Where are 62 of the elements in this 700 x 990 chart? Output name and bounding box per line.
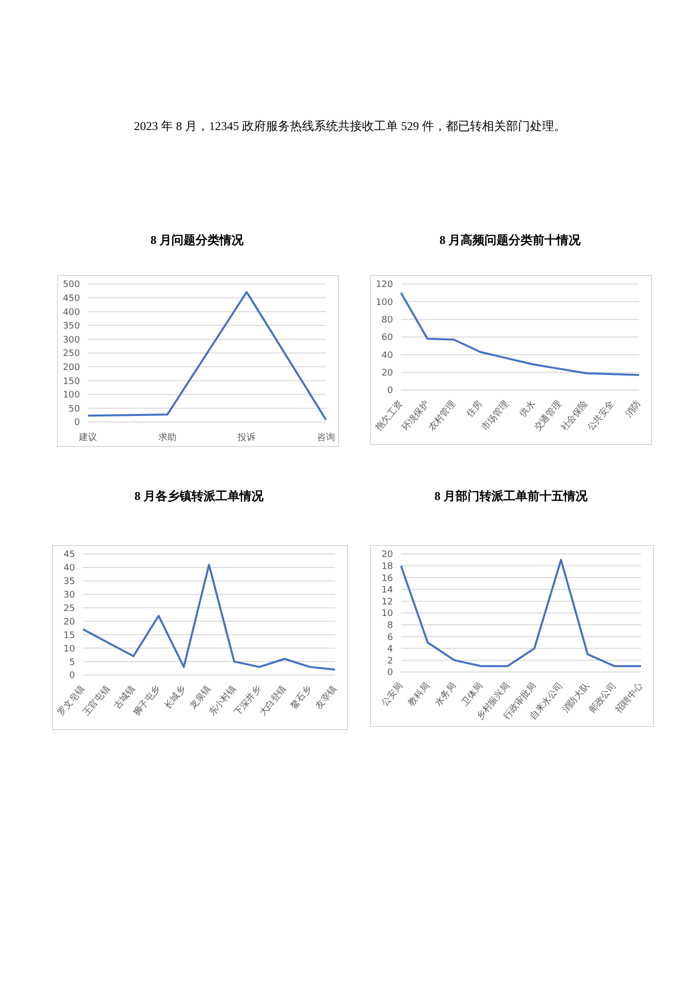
x-tick-label: 长城乡 <box>162 683 188 712</box>
y-tick-label: 200 <box>62 362 80 373</box>
y-tick-label: 12 <box>382 597 393 608</box>
text: 2023 年 8 月，12345 政府服务热线系统共接收工单 529 件，都已转相关部门处理。 <box>133 118 567 135</box>
y-tick-label: 45 <box>64 550 75 560</box>
y-tick-label: 2 <box>387 656 393 666</box>
x-tick-label: 投诉 <box>236 432 256 442</box>
chart-title: 8 月部门转派工单前十五情况 <box>434 488 588 505</box>
y-tick-label: 6 <box>387 632 394 643</box>
line-series <box>82 564 336 671</box>
y-tick-label: 80 <box>382 316 394 326</box>
y-tick-label: 0 <box>74 418 80 428</box>
x-tick-label: 建议 <box>78 432 97 442</box>
x-tick-label: 友宰镇 <box>313 683 340 712</box>
y-tick-label: 20 <box>64 617 76 628</box>
y-tick-label: 100 <box>376 298 394 308</box>
y-tick-label: 16 <box>382 574 394 584</box>
y-tick-label: 4 <box>387 644 394 655</box>
x-tick-label: 消防 <box>623 398 644 420</box>
x-tick-label: 求助 <box>158 432 176 442</box>
y-tick-label: 150 <box>62 376 80 387</box>
y-tick-label: 8 <box>387 620 394 631</box>
y-tick-label: 20 <box>382 550 394 560</box>
x-tick-label: 鳌石乡 <box>288 683 314 712</box>
y-tick-label: 5 <box>69 658 75 668</box>
line-series <box>400 558 642 668</box>
chart-title: 8 月各乡镇转派工单情况 <box>134 488 264 505</box>
y-tick-label: 50 <box>68 404 80 414</box>
y-tick-label: 250 <box>62 349 80 360</box>
y-tick-label: 300 <box>62 335 80 346</box>
x-tick-label: 公安局 <box>379 680 406 708</box>
y-tick-label: 10 <box>64 644 76 654</box>
x-tick-label: 水务局 <box>432 680 459 708</box>
y-tick-label: 20 <box>382 368 394 379</box>
y-tick-label: 14 <box>382 586 394 596</box>
y-tick-label: 0 <box>387 668 394 678</box>
y-tick-label: 0 <box>387 386 394 396</box>
y-tick-label: 25 <box>64 604 75 614</box>
y-tick-label: 120 <box>376 280 394 290</box>
x-tick-label: 供水 <box>517 398 538 420</box>
x-tick-label: 教科局 <box>406 680 432 708</box>
x-tick-label: 咨询 <box>317 432 335 442</box>
y-tick-label: 60 <box>382 333 394 344</box>
y-tick-label: 450 <box>62 294 80 304</box>
y-tick-label: 400 <box>62 308 80 318</box>
x-tick-label: 住房 <box>464 398 485 420</box>
y-tick-label: 40 <box>64 564 76 574</box>
y-tick-label: 10 <box>382 609 394 620</box>
y-tick-label: 35 <box>64 577 75 588</box>
y-tick-label: 30 <box>64 590 76 601</box>
y-tick-label: 100 <box>62 390 80 401</box>
y-tick-label: 18 <box>382 562 394 572</box>
y-tick-label: 15 <box>64 630 75 641</box>
y-tick-label: 350 <box>62 322 80 332</box>
y-tick-label: 40 <box>382 350 394 361</box>
y-tick-label: 0 <box>69 671 76 682</box>
x-tick-label: 农村管理 <box>426 398 458 434</box>
line-series <box>87 291 327 421</box>
chart-title: 8 月问题分类情况 <box>150 232 244 249</box>
y-tick-label: 500 <box>62 280 80 290</box>
line-series <box>400 292 640 376</box>
chart-title: 8 月高频问题分类前十情况 <box>438 232 582 249</box>
